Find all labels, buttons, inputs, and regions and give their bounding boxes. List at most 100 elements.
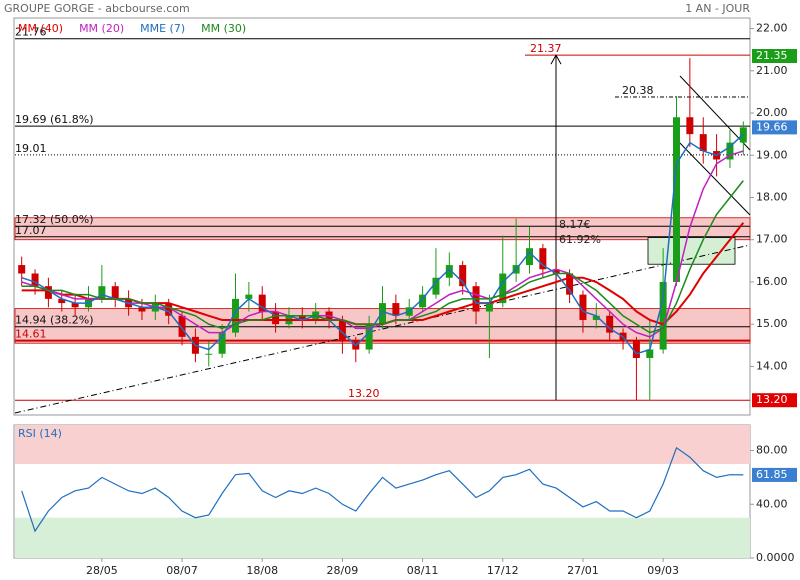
y-tick-label: 18.00	[756, 190, 788, 203]
x-tick-label: 08/07	[166, 564, 198, 577]
marker-label: 13.20	[756, 393, 788, 406]
trend-line	[14, 244, 751, 414]
candle-body	[419, 294, 427, 308]
candle-body	[232, 298, 239, 333]
candle-body	[71, 303, 79, 308]
candle-body	[111, 286, 119, 299]
candle-body	[526, 248, 533, 266]
candle-body	[459, 265, 467, 287]
chart-title: GROUPE GORGE - abcbourse.com	[4, 2, 190, 15]
marker-label-box	[752, 49, 797, 64]
moving-average	[21, 180, 744, 334]
legend-entry: MME (7)	[140, 22, 185, 35]
x-tick-label: 28/09	[327, 564, 359, 577]
rsi-tick-label: 40.00	[756, 497, 788, 510]
candle-body	[632, 341, 640, 358]
rsi-last-box	[752, 467, 797, 482]
level-label: 20.38	[622, 84, 654, 97]
level-label: 19.69 (61.8%)	[15, 113, 94, 126]
candle-body	[178, 315, 186, 337]
candle-body	[258, 294, 266, 312]
channel-line	[679, 75, 751, 151]
candle-body	[499, 273, 507, 304]
candle-body	[686, 117, 694, 135]
marker-label-box	[752, 393, 797, 408]
candle-body	[485, 303, 493, 312]
candle-body	[58, 298, 66, 304]
x-tick-label: 18/08	[246, 564, 278, 577]
candle-body	[392, 303, 400, 316]
arrow-head	[550, 54, 562, 65]
candle-body	[365, 324, 373, 350]
x-tick-label: 27/01	[567, 564, 599, 577]
y-tick-label: 16.00	[756, 275, 788, 288]
rsi-band	[15, 517, 750, 558]
rsi-tick-label: 0.0000	[756, 551, 795, 564]
candle-body	[699, 134, 707, 152]
price-frame	[13, 17, 751, 416]
candle-body	[272, 311, 280, 325]
x-tick-label: 17/12	[487, 564, 519, 577]
candle-body	[98, 286, 106, 299]
legend-entry: MM (40)	[18, 22, 63, 35]
y-tick-label: 14.00	[756, 359, 788, 372]
candle-body	[659, 281, 667, 350]
arrow-label: 61.92%	[559, 233, 601, 246]
arrow-label: 8.17€	[559, 218, 591, 231]
candle-body	[379, 303, 386, 325]
candle-body	[726, 142, 734, 160]
last-close-label: 19.66	[756, 120, 788, 133]
candle-body	[646, 349, 654, 358]
y-tick-label: 21.00	[756, 64, 788, 77]
rsi-line	[21, 446, 744, 533]
rsi-name: RSI (14)	[18, 427, 62, 440]
candle-body	[205, 353, 213, 355]
candle-body	[552, 269, 560, 274]
level-label: 21.76	[15, 26, 47, 39]
y-tick-label: 22.00	[756, 22, 788, 35]
level-label: 17.32 (50.0%)	[15, 213, 94, 226]
candle-body	[218, 332, 226, 354]
y-tick-label: 19.00	[756, 148, 788, 161]
candle-body	[44, 286, 52, 299]
level-label: 19.01	[15, 142, 47, 155]
legend-entry: MM (20)	[79, 22, 124, 35]
zone	[14, 217, 751, 241]
candle-body	[579, 294, 587, 320]
x-tick-label: 09/03	[647, 564, 679, 577]
rsi-tick-label: 80.00	[756, 444, 788, 457]
y-tick-label: 17.00	[756, 233, 788, 246]
candle-body	[445, 265, 453, 278]
candle-body	[592, 315, 600, 320]
candle-body	[18, 265, 26, 274]
candle-body	[432, 277, 440, 295]
candle-body	[138, 307, 146, 312]
level-label: 14.94 (38.2%)	[15, 314, 94, 327]
candle-body	[673, 117, 680, 282]
rsi-last-label: 61.85	[756, 468, 788, 481]
level-label: 21.37	[530, 42, 562, 55]
level-label: 13.20	[348, 387, 380, 400]
level-label: 17.07	[15, 224, 47, 237]
candle-body	[566, 273, 574, 295]
candle-body	[338, 319, 346, 342]
candle-body	[606, 315, 614, 333]
level-label: 14.61	[15, 328, 47, 341]
channel-line	[674, 137, 751, 216]
x-tick-label: 08/11	[407, 564, 439, 577]
candle-body	[31, 273, 39, 287]
y-tick-label: 20.00	[756, 106, 788, 119]
candle-body	[165, 303, 173, 316]
legend-entry: MM (30)	[201, 22, 246, 35]
y-tick-label: 15.00	[756, 317, 788, 330]
candle-body	[539, 248, 547, 270]
moving-average	[21, 133, 744, 355]
last-close-label-box	[752, 120, 797, 135]
candle-body	[245, 294, 253, 299]
period: 1 AN - JOUR	[685, 2, 750, 15]
candle-body	[298, 315, 306, 320]
x-tick-label: 28/05	[86, 564, 118, 577]
rsi-band	[15, 425, 750, 464]
marker-label: 21.35	[756, 49, 788, 62]
